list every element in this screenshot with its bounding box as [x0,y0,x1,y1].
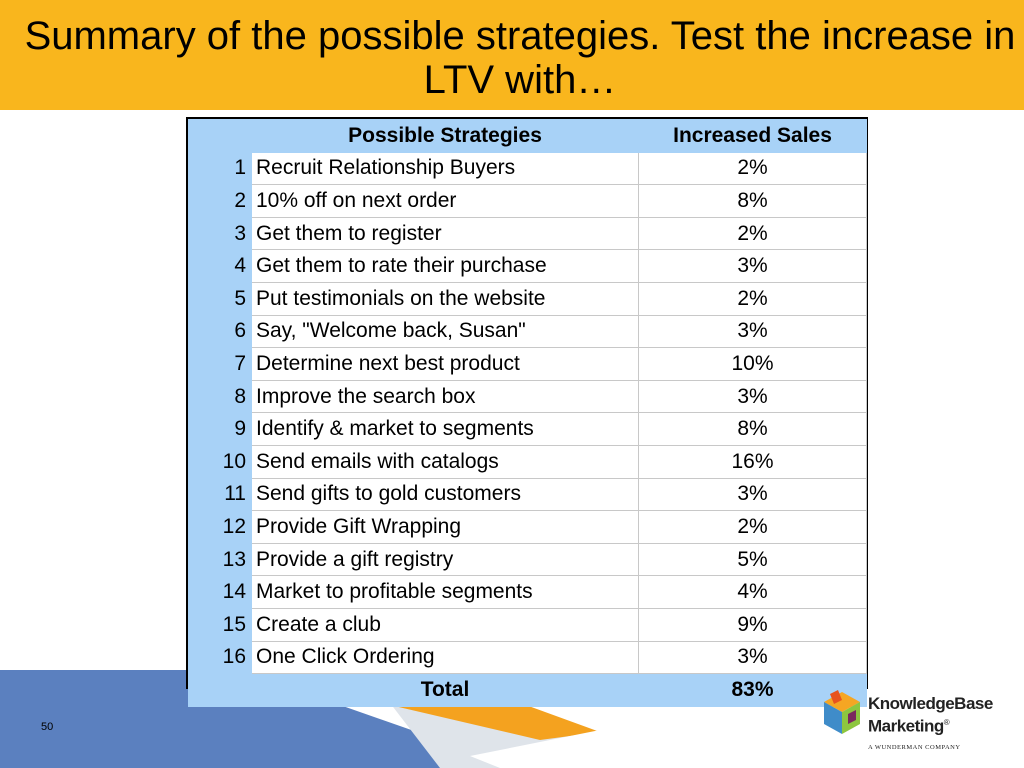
total-label: Total [251,673,639,707]
table-row: 14 Market to profitable segments 4% [188,575,867,609]
row-number: 15 [188,607,252,642]
row-number: 3 [188,216,252,251]
row-number: 8 [188,379,252,414]
row-number: 6 [188,314,252,349]
table-row: 3 Get them to register 2% [188,216,867,251]
row-increased-sales: 5% [638,542,867,577]
row-strategy: One Click Ordering [251,640,639,675]
row-strategy: Determine next best product [251,347,639,381]
row-number: 10 [188,444,252,479]
table-row: 6 Say, "Welcome back, Susan" 3% [188,314,867,349]
table-row: 2 10% off on next order 8% [188,184,867,218]
row-increased-sales: 9% [638,607,867,642]
strategies-table: Possible Strategies Increased Sales 1 Rec… [186,117,868,707]
row-increased-sales: 2% [638,216,867,251]
row-increased-sales: 8% [638,412,867,446]
table-body: 1 Recruit Relationship Buyers 2% 2 10% off o… [188,151,867,675]
logo-subline: A WUNDERMAN COMPANY [868,744,961,751]
table-row: 5 Put testimonials on the website 2% [188,281,867,316]
table-row: 13 Provide a gift registry 5% [188,542,867,577]
row-increased-sales: 8% [638,184,867,218]
row-increased-sales: 4% [638,575,867,609]
table-row: 7 Determine next best product 10% [188,347,867,381]
row-increased-sales: 3% [638,379,867,414]
row-increased-sales: 3% [638,314,867,349]
total-value: 83% [638,673,867,707]
table-row: 4 Get them to rate their purchase 3% [188,249,867,283]
row-number: 2 [188,184,252,218]
row-strategy: Get them to register [251,216,639,251]
row-number: 13 [188,542,252,577]
cube-logo-icon [824,690,860,734]
logo-name-line1: KnowledgeBase [868,694,993,713]
table-row: 11 Send gifts to gold customers 3% [188,477,867,512]
row-strategy: Provide a gift registry [251,542,639,577]
header-num [188,119,252,153]
row-strategy: Identify & market to segments [251,412,639,446]
table-row: 15 Create a club 9% [188,607,867,642]
slide-number: 50 [41,721,54,733]
logo-name-line2-wrap: Marketing® [868,713,993,736]
row-increased-sales: 3% [638,477,867,512]
company-logo: KnowledgeBase Marketing® A WUNDERMAN COM… [822,690,1002,756]
row-increased-sales: 3% [638,640,867,675]
row-strategy: Get them to rate their purchase [251,249,639,283]
row-increased-sales: 3% [638,249,867,283]
table-row: 10 Send emails with catalogs 16% [188,444,867,479]
title-banner [0,0,1024,110]
row-number: 7 [188,347,252,381]
footer-blue-band [0,670,520,768]
row-strategy: 10% off on next order [251,184,639,218]
table-header-row: Possible Strategies Increased Sales [188,119,867,153]
table-row: 16 One Click Ordering 3% [188,640,867,675]
row-number: 11 [188,477,252,512]
row-strategy: Provide Gift Wrapping [251,510,639,544]
slide-title: Summary of the possible strategies. Test… [24,14,1016,102]
row-increased-sales: 2% [638,151,867,186]
row-increased-sales: 16% [638,444,867,479]
row-increased-sales: 2% [638,281,867,316]
row-strategy: Say, "Welcome back, Susan" [251,314,639,349]
row-strategy: Put testimonials on the website [251,281,639,316]
row-strategy: Send emails with catalogs [251,444,639,479]
row-number: 9 [188,412,252,446]
header-increased-sales: Increased Sales [638,119,867,153]
logo-wordmark: KnowledgeBase Marketing® [868,694,993,736]
row-increased-sales: 10% [638,347,867,381]
row-number: 4 [188,249,252,283]
total-num-cell [188,673,252,707]
row-strategy: Create a club [251,607,639,642]
row-number: 16 [188,640,252,675]
table-total-row: Total 83% [188,673,867,707]
logo-name-line2: Marketing [868,716,944,736]
footer-white-wedge [470,730,600,768]
row-number: 12 [188,510,252,544]
row-strategy: Improve the search box [251,379,639,414]
row-number: 1 [188,151,252,186]
row-strategy: Recruit Relationship Buyers [251,151,639,186]
table-row: 12 Provide Gift Wrapping 2% [188,510,867,544]
row-strategy: Market to profitable segments [251,575,639,609]
table-row: 1 Recruit Relationship Buyers 2% [188,151,867,186]
row-strategy: Send gifts to gold customers [251,477,639,512]
row-number: 5 [188,281,252,316]
registered-mark: ® [943,718,950,727]
row-number: 14 [188,575,252,609]
header-strategies: Possible Strategies [251,119,639,153]
row-increased-sales: 2% [638,510,867,544]
table-row: 8 Improve the search box 3% [188,379,867,414]
table-row: 9 Identify & market to segments 8% [188,412,867,446]
